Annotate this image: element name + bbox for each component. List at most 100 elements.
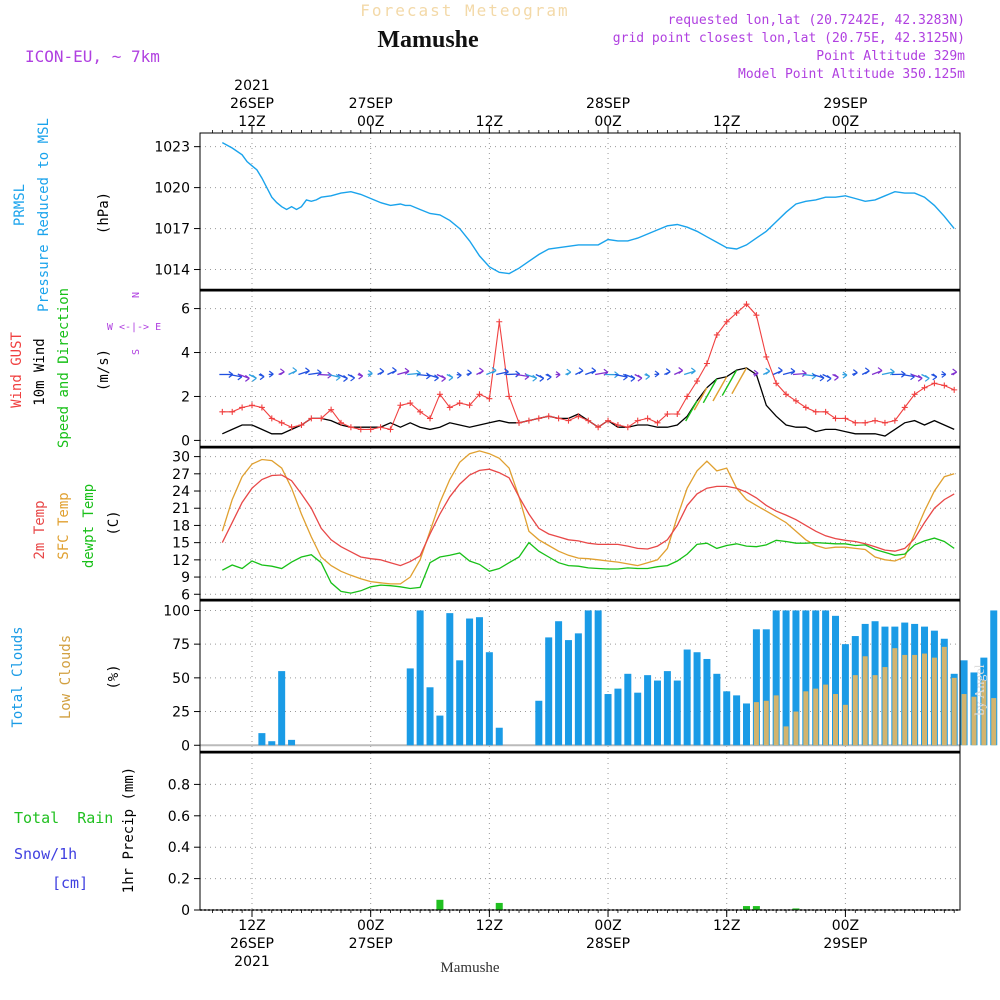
total-cloud-bar bbox=[743, 703, 750, 746]
total-cloud-bar bbox=[663, 671, 671, 746]
y-tick-label: 18 bbox=[172, 518, 190, 534]
wind-arrow-head bbox=[379, 367, 385, 375]
gust-marker bbox=[605, 417, 612, 424]
sfc-temp-series-line bbox=[221, 450, 955, 585]
low-cloud-bar bbox=[793, 711, 799, 746]
wind-arrow-head bbox=[826, 374, 832, 382]
total-cloud-bar bbox=[812, 610, 820, 746]
low-cloud-bar bbox=[961, 694, 967, 746]
y-tick-label: 0 bbox=[181, 433, 190, 449]
panel-frame bbox=[199, 132, 961, 291]
total-cloud-bar bbox=[574, 633, 582, 746]
y-tick-label: 12 bbox=[172, 553, 190, 569]
axis-ticks: 1014101710201023024669121518212427300255… bbox=[154, 140, 200, 919]
total-cloud-bar bbox=[733, 695, 741, 746]
low-cloud-bar bbox=[951, 677, 957, 746]
wind-arrow-head bbox=[358, 372, 363, 380]
top-hour-label: 12Z bbox=[713, 114, 740, 130]
total-cloud-bar bbox=[466, 618, 474, 746]
top-date-label: 29SEP bbox=[823, 96, 867, 112]
compass-north: N bbox=[131, 292, 142, 298]
wind-arrow-head bbox=[467, 369, 472, 377]
wind-arrow-head bbox=[441, 375, 446, 382]
gust-marker bbox=[941, 382, 948, 389]
gust-marker bbox=[773, 380, 780, 387]
snow-label: Snow/1h bbox=[14, 845, 77, 863]
wind-arrow-head bbox=[392, 367, 397, 374]
pressure-unit: (hPa) bbox=[96, 192, 112, 234]
gust-marker bbox=[812, 408, 819, 415]
prmsl-label: PRMSL bbox=[12, 184, 28, 226]
low-cloud-bar bbox=[783, 726, 789, 746]
gust-marker bbox=[347, 424, 354, 431]
wind-direction-arrow bbox=[327, 373, 341, 379]
gust-marker bbox=[733, 309, 740, 316]
low-cloud-bar bbox=[823, 684, 829, 746]
wind-arrow-head bbox=[842, 371, 848, 379]
bottom-date-label: 29SEP bbox=[823, 936, 867, 952]
low-cloud-bar bbox=[773, 695, 779, 746]
wind-arrow-head bbox=[504, 368, 509, 376]
total-cloud-bar bbox=[693, 652, 701, 746]
gust-marker bbox=[614, 422, 621, 429]
total-cloud-bar bbox=[278, 671, 286, 746]
wind-direction-arrow bbox=[397, 370, 410, 376]
total-cloud-bar bbox=[436, 715, 444, 746]
top-hour-label: 12Z bbox=[476, 114, 503, 130]
gust-marker bbox=[644, 415, 651, 422]
low-clouds-label: Low Clouds bbox=[58, 635, 74, 719]
wind-direction-arrow bbox=[308, 372, 322, 376]
gust-marker bbox=[338, 419, 345, 426]
gust-marker bbox=[921, 384, 928, 391]
gust-marker bbox=[575, 413, 582, 420]
wind-arrow-head bbox=[350, 374, 355, 382]
wind-labels: Wind GUST 10m Wind Speed and Direction (… bbox=[9, 288, 161, 448]
wind-direction-arrow bbox=[298, 370, 310, 376]
low-cloud-bar bbox=[842, 704, 848, 746]
total-cloud-bar bbox=[644, 675, 652, 746]
total-cloud-bar bbox=[723, 691, 731, 746]
wind-direction-arrow bbox=[229, 373, 242, 378]
wind-arrow-head bbox=[305, 367, 310, 375]
bottom-date-label: 26SEP bbox=[230, 936, 274, 952]
wind-speed-dir-label: Speed and Direction bbox=[56, 288, 72, 448]
top-hour-label: 00Z bbox=[832, 114, 859, 130]
compass-south: S bbox=[131, 349, 142, 355]
total-cloud-bar bbox=[288, 739, 296, 746]
grid-lines bbox=[200, 133, 960, 911]
gust-marker bbox=[703, 360, 710, 367]
snow-unit: [cm] bbox=[52, 874, 88, 892]
precip-labels: Total Rain Snow/1h [cm] 1hr Precip (mm) bbox=[14, 767, 137, 893]
total-cloud-bar bbox=[555, 621, 563, 746]
gust-marker bbox=[891, 417, 898, 424]
gust-marker bbox=[624, 424, 631, 431]
wind-arrow-head bbox=[678, 367, 684, 375]
top-hour-label: 12Z bbox=[238, 114, 265, 130]
gust-marker bbox=[802, 404, 809, 411]
wind-direction-arrow bbox=[792, 372, 807, 376]
total-cloud-bar bbox=[456, 660, 464, 746]
low-cloud-bar bbox=[813, 688, 819, 746]
total-cloud-bar bbox=[990, 610, 998, 746]
precip-unit: 1hr Precip (mm) bbox=[121, 767, 137, 893]
total-cloud-bar bbox=[446, 613, 454, 746]
gust-marker bbox=[397, 402, 404, 409]
temp-2m-series-line bbox=[221, 468, 955, 567]
low-cloud-bar bbox=[981, 680, 987, 746]
gust-marker bbox=[357, 426, 364, 433]
gust-marker bbox=[456, 400, 463, 407]
total-cloud-bar bbox=[703, 658, 711, 746]
gust-marker bbox=[239, 404, 246, 411]
wind-arrow-head bbox=[852, 369, 858, 377]
gust-marker bbox=[881, 419, 888, 426]
wind-arrow-head bbox=[777, 367, 783, 374]
gust-marker bbox=[328, 406, 335, 413]
low-cloud-bar bbox=[902, 654, 908, 746]
total-cloud-bar bbox=[822, 610, 830, 746]
gust-marker bbox=[318, 415, 325, 422]
y-tick-label: 4 bbox=[181, 346, 190, 362]
wind-direction-arrow bbox=[881, 371, 895, 376]
low-cloud-bar bbox=[941, 646, 947, 746]
low-cloud-bar bbox=[882, 667, 888, 746]
low-cloud-bar bbox=[971, 696, 977, 746]
